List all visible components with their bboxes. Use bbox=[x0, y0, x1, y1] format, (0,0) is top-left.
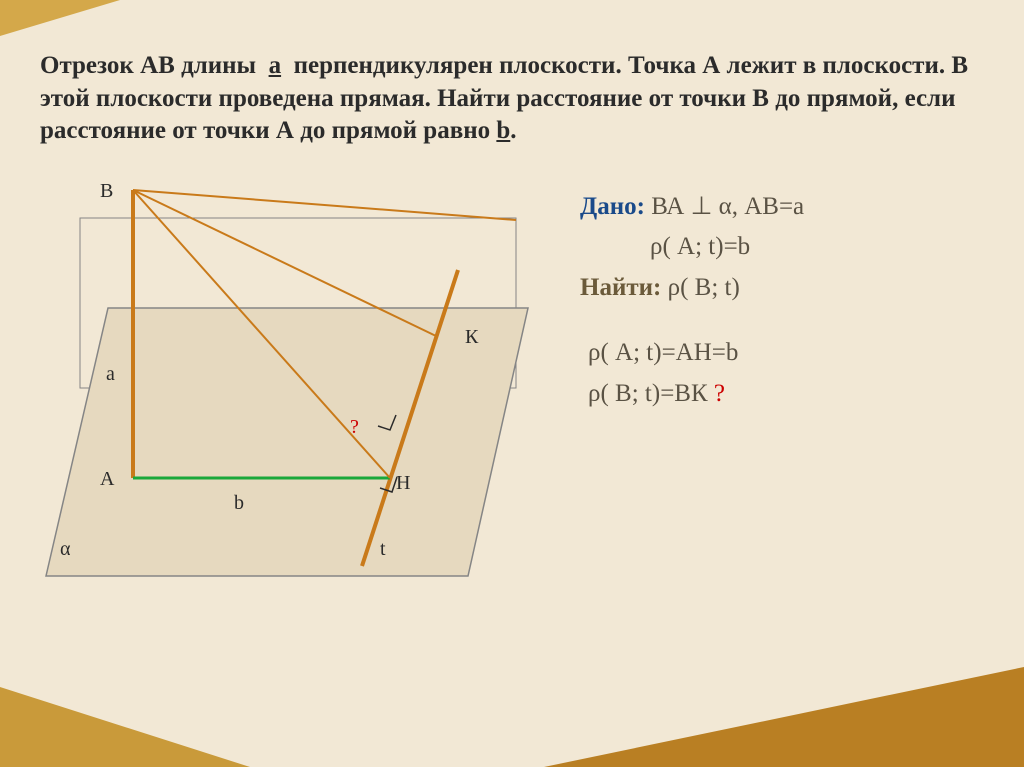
problem-statement: Отрезок АВ длины а перпендикулярен плоск… bbox=[40, 50, 984, 148]
given-line-2: ρ( А; t)=b bbox=[580, 228, 984, 267]
corner-decoration-br bbox=[544, 667, 1024, 767]
find-line: ρ( В; t) bbox=[668, 274, 740, 301]
calc-line-2: ρ( В; t)=ВК bbox=[588, 380, 714, 407]
label-questionmark: ? bbox=[350, 416, 359, 439]
geometry-diagram: В А Н К а b t α ? bbox=[40, 178, 540, 598]
label-a: а bbox=[106, 363, 115, 386]
calc-line-2-q: ? bbox=[714, 380, 725, 407]
label-t: t bbox=[380, 538, 386, 561]
label-alpha: α bbox=[60, 538, 70, 561]
label-H: Н bbox=[396, 472, 410, 495]
given-line-1: ВА ⊥ α, АВ=а bbox=[651, 193, 804, 220]
corner-decoration-bl bbox=[0, 687, 250, 767]
label-K: К bbox=[465, 326, 478, 349]
label-b: b bbox=[234, 492, 244, 515]
find-label: Найти: bbox=[580, 274, 661, 301]
given-label: Дано: bbox=[580, 193, 645, 220]
corner-decoration-tl bbox=[0, 0, 120, 36]
label-B: В bbox=[100, 180, 113, 203]
calc-line-1: ρ( А; t)=АН=b bbox=[580, 334, 984, 373]
solution-panel: Дано: ВА ⊥ α, АВ=а ρ( А; t)=b Найти: ρ( … bbox=[580, 178, 984, 416]
label-A: А bbox=[100, 468, 114, 491]
